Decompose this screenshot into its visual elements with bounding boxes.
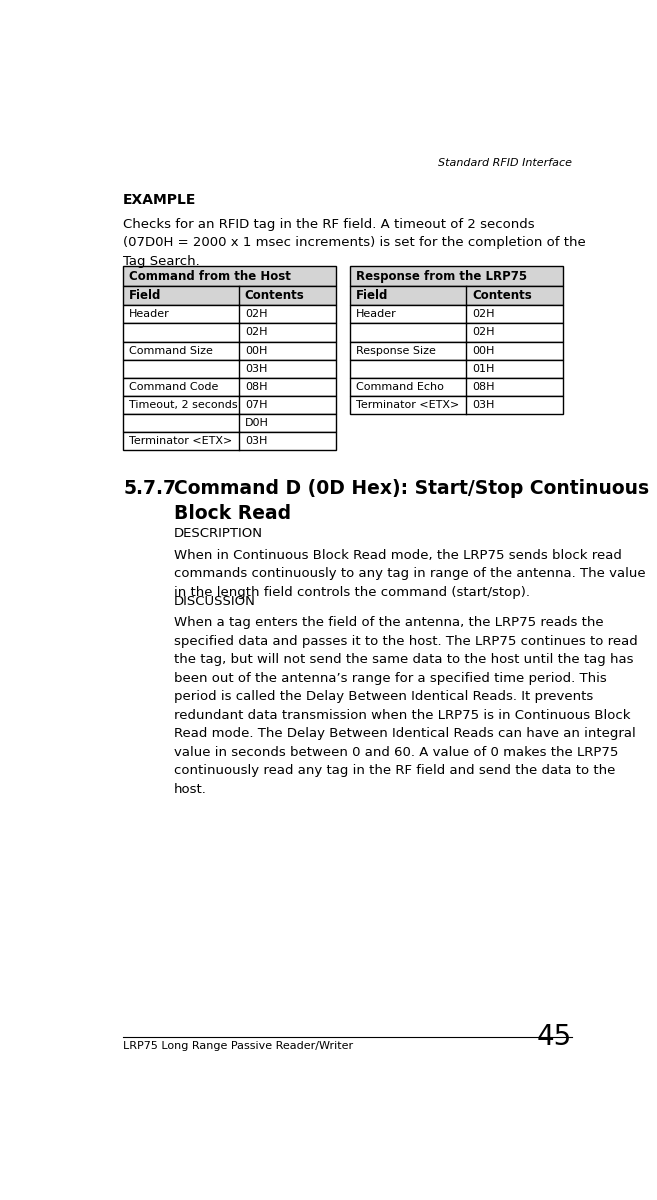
Bar — [124, 360, 336, 378]
Bar — [124, 378, 336, 396]
Text: Command Code: Command Code — [129, 382, 218, 391]
Text: Response from the LRP75: Response from the LRP75 — [355, 270, 527, 282]
Bar — [124, 432, 336, 450]
Text: Command from the Host: Command from the Host — [129, 270, 290, 282]
Text: Field: Field — [355, 289, 388, 302]
Bar — [350, 287, 564, 305]
Text: 01H: 01H — [472, 364, 494, 373]
Bar — [350, 324, 564, 342]
Bar — [350, 305, 564, 324]
Text: LRP75 Long Range Passive Reader/Writer: LRP75 Long Range Passive Reader/Writer — [124, 1042, 353, 1051]
Text: 08H: 08H — [245, 382, 267, 391]
Bar — [124, 305, 336, 324]
Text: 5.7.7: 5.7.7 — [124, 479, 176, 498]
Text: Terminator <ETX>: Terminator <ETX> — [355, 400, 459, 410]
Text: EXAMPLE: EXAMPLE — [124, 193, 196, 208]
Text: Standard RFID Interface: Standard RFID Interface — [438, 158, 572, 168]
Text: 00H: 00H — [472, 346, 494, 355]
Text: 03H: 03H — [245, 364, 267, 373]
Bar — [350, 378, 564, 396]
Bar — [350, 342, 564, 360]
Bar — [350, 265, 564, 287]
Text: When a tag enters the field of the antenna, the LRP75 reads the
specified data a: When a tag enters the field of the anten… — [173, 617, 637, 796]
Text: Checks for an RFID tag in the RF field. A timeout of 2 seconds
(07D0H = 2000 x 1: Checks for an RFID tag in the RF field. … — [124, 218, 586, 268]
Bar — [350, 396, 564, 414]
Bar — [124, 265, 336, 287]
Text: Terminator <ETX>: Terminator <ETX> — [129, 436, 232, 446]
Bar — [124, 287, 336, 305]
Text: Header: Header — [355, 310, 396, 319]
Bar — [124, 414, 336, 432]
Text: Response Size: Response Size — [355, 346, 436, 355]
Text: Timeout, 2 seconds: Timeout, 2 seconds — [129, 400, 237, 410]
Bar — [124, 342, 336, 360]
Text: 02H: 02H — [472, 328, 494, 337]
Text: DESCRIPTION: DESCRIPTION — [173, 527, 263, 540]
Bar — [124, 396, 336, 414]
Text: 03H: 03H — [472, 400, 494, 410]
Bar — [350, 360, 564, 378]
Text: 02H: 02H — [245, 310, 267, 319]
Text: Header: Header — [129, 310, 170, 319]
Text: Contents: Contents — [245, 289, 305, 302]
Text: Contents: Contents — [472, 289, 532, 302]
Text: When in Continuous Block Read mode, the LRP75 sends block read
commands continuo: When in Continuous Block Read mode, the … — [173, 548, 645, 599]
Text: 02H: 02H — [472, 310, 494, 319]
Text: 45: 45 — [537, 1024, 572, 1051]
Text: 00H: 00H — [245, 346, 267, 355]
Text: D0H: D0H — [245, 418, 269, 428]
Text: Command D (0D Hex): Start/Stop Continuous
Block Read: Command D (0D Hex): Start/Stop Continuou… — [173, 479, 648, 522]
Text: Command Size: Command Size — [129, 346, 212, 355]
Text: Command Echo: Command Echo — [355, 382, 443, 391]
Bar — [124, 324, 336, 342]
Text: Field: Field — [129, 289, 161, 302]
Text: 03H: 03H — [245, 436, 267, 446]
Text: DISCUSSION: DISCUSSION — [173, 595, 256, 608]
Text: 07H: 07H — [245, 400, 267, 410]
Text: 02H: 02H — [245, 328, 267, 337]
Text: 08H: 08H — [472, 382, 494, 391]
